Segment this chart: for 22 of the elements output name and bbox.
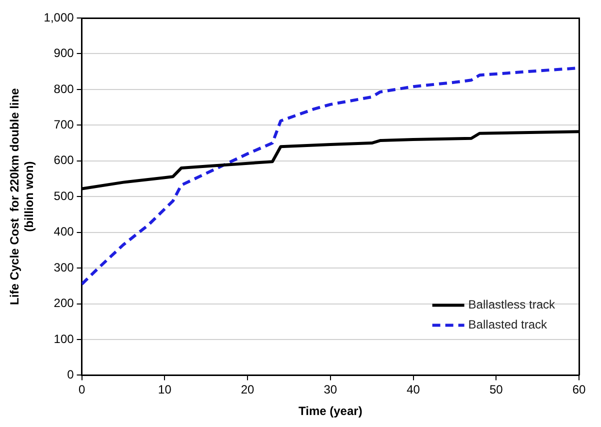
- x-tick-label: 50: [489, 382, 504, 397]
- y-tick-label: 1,000: [44, 10, 74, 24]
- x-tick-label: 40: [406, 382, 420, 397]
- x-tick-label: 20: [240, 382, 255, 397]
- y-tick-label: 400: [54, 224, 74, 239]
- y-tick-label: 500: [54, 188, 74, 203]
- legend-label: Ballasted track: [468, 318, 548, 332]
- x-tick-label: 10: [158, 382, 172, 397]
- y-tick-label: 200: [54, 296, 74, 310]
- y-tick-label: 600: [54, 153, 74, 168]
- y-tick-label: 800: [54, 82, 74, 96]
- x-tick-label: 0: [78, 382, 86, 397]
- x-tick-label: 60: [572, 382, 586, 397]
- y-tick-label: 300: [54, 260, 74, 274]
- x-tick-label: 30: [324, 382, 338, 397]
- x-axis-title: Time (year): [298, 404, 362, 418]
- y-tick-label: 700: [54, 117, 74, 132]
- y-tick-label: 900: [54, 46, 74, 60]
- y-axis-title: Life Cycle Cost for 220km double line (billion won): [8, 88, 36, 305]
- y-tick-label: 0: [67, 368, 74, 382]
- legend-label: Ballastless track: [468, 298, 556, 312]
- y-tick-label: 100: [54, 332, 74, 346]
